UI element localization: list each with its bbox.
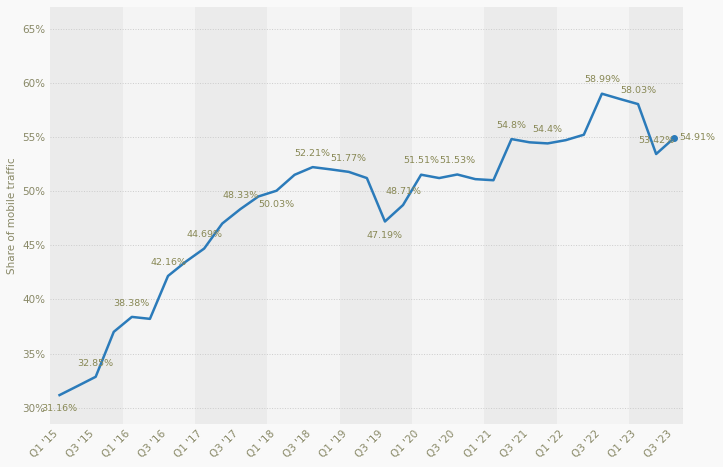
Text: 51.77%: 51.77% (331, 154, 367, 163)
Text: 54.91%: 54.91% (680, 134, 716, 142)
Bar (484, 7, 557, 424)
Text: 58.03%: 58.03% (620, 86, 656, 95)
Text: 58.99%: 58.99% (584, 76, 620, 85)
Bar (557, 7, 629, 424)
Text: 51.53%: 51.53% (439, 156, 475, 165)
Text: 31.16%: 31.16% (41, 404, 77, 413)
Text: 48.71%: 48.71% (385, 187, 421, 196)
Bar (629, 7, 701, 424)
Text: 53.42%: 53.42% (638, 136, 675, 145)
Text: 44.69%: 44.69% (186, 230, 222, 240)
Text: 50.03%: 50.03% (258, 200, 294, 209)
Y-axis label: Share of mobile traffic: Share of mobile traffic (7, 157, 17, 274)
Text: 54.4%: 54.4% (533, 125, 562, 134)
Text: 32.85%: 32.85% (77, 359, 114, 368)
Bar (123, 7, 195, 424)
Text: 51.51%: 51.51% (403, 156, 439, 165)
Bar (195, 7, 268, 424)
Text: 54.8%: 54.8% (497, 121, 526, 130)
Text: 38.38%: 38.38% (114, 299, 150, 308)
Text: 42.16%: 42.16% (150, 258, 186, 267)
Bar (51, 7, 123, 424)
Text: 52.21%: 52.21% (295, 149, 330, 158)
Bar (340, 7, 412, 424)
Text: 47.19%: 47.19% (367, 231, 403, 240)
Bar (268, 7, 340, 424)
Text: 48.33%: 48.33% (222, 191, 258, 200)
Bar (412, 7, 484, 424)
